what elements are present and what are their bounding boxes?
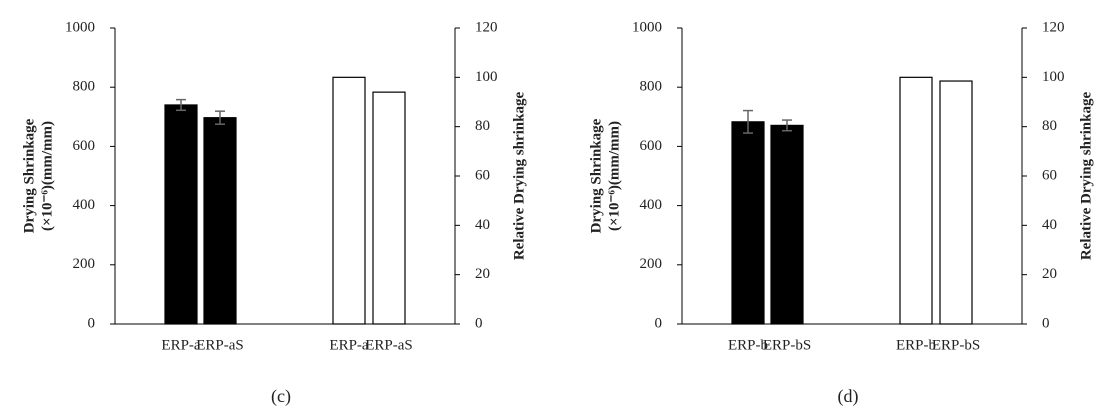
caption: (d) bbox=[838, 386, 859, 407]
y2-tick-label: 0 bbox=[475, 315, 483, 331]
bar bbox=[164, 104, 198, 325]
x-tick-label: ERP-bS bbox=[932, 337, 980, 353]
y-tick-label: 0 bbox=[655, 315, 663, 331]
y-tick-label: 200 bbox=[73, 256, 96, 272]
y-tick-label: 1000 bbox=[65, 19, 95, 35]
bar bbox=[770, 124, 804, 325]
error-bar bbox=[743, 109, 753, 134]
y2-tick-label: 100 bbox=[1042, 69, 1065, 85]
x-tick-label: ERP-b bbox=[728, 337, 768, 353]
y-axis-label: Drying Shrinkage bbox=[21, 118, 37, 233]
y2-axis-label: Relative Drying shrinkage bbox=[511, 91, 527, 260]
y-tick-label: 800 bbox=[73, 79, 96, 95]
y-tick-label: 200 bbox=[640, 256, 663, 272]
x-tick-label: ERP-b bbox=[896, 337, 936, 353]
y-tick-label: 400 bbox=[73, 197, 96, 213]
y-tick-label: 400 bbox=[640, 197, 663, 213]
y2-tick-label: 80 bbox=[475, 118, 490, 134]
bar bbox=[332, 76, 366, 325]
bar bbox=[372, 91, 406, 325]
caption: (c) bbox=[271, 386, 291, 407]
x-tick-label: ERP-a bbox=[161, 337, 201, 353]
y2-tick-label: 120 bbox=[1042, 19, 1065, 35]
y2-tick-label: 40 bbox=[475, 217, 490, 233]
y2-tick-label: 20 bbox=[475, 266, 490, 282]
y2-tick-label: 0 bbox=[1042, 315, 1050, 331]
error-bar bbox=[782, 119, 792, 132]
bar bbox=[939, 80, 973, 325]
y2-tick-label: 80 bbox=[1042, 118, 1057, 134]
y-tick-label: 600 bbox=[73, 138, 96, 154]
y-tick-label: 1000 bbox=[632, 19, 662, 35]
y-axis-label: (×10⁻⁶)(mm/mm) bbox=[39, 121, 55, 231]
y2-axis-label: Relative Drying shrinkage bbox=[1078, 91, 1094, 260]
bar bbox=[899, 76, 933, 325]
x-tick-label: ERP-aS bbox=[196, 337, 244, 353]
y-axis-label: (×10⁻⁶)(mm/mm) bbox=[606, 121, 622, 231]
y-tick-label: 800 bbox=[640, 79, 663, 95]
y2-tick-label: 120 bbox=[475, 19, 498, 35]
x-tick-label: ERP-bS bbox=[763, 337, 811, 353]
error-bar bbox=[176, 98, 186, 112]
error-bar bbox=[215, 110, 225, 125]
y2-tick-label: 40 bbox=[1042, 217, 1057, 233]
y-axis-label: Drying Shrinkage bbox=[588, 118, 604, 233]
y-tick-label: 600 bbox=[640, 138, 663, 154]
y2-tick-label: 60 bbox=[1042, 167, 1057, 183]
bar bbox=[203, 117, 237, 325]
y-tick-label: 0 bbox=[88, 315, 96, 331]
x-tick-label: ERP-aS bbox=[365, 337, 413, 353]
y2-tick-label: 60 bbox=[475, 167, 490, 183]
bar bbox=[731, 121, 765, 325]
x-tick-label: ERP-a bbox=[329, 337, 369, 353]
y2-tick-label: 20 bbox=[1042, 266, 1057, 282]
y2-tick-label: 100 bbox=[475, 69, 498, 85]
